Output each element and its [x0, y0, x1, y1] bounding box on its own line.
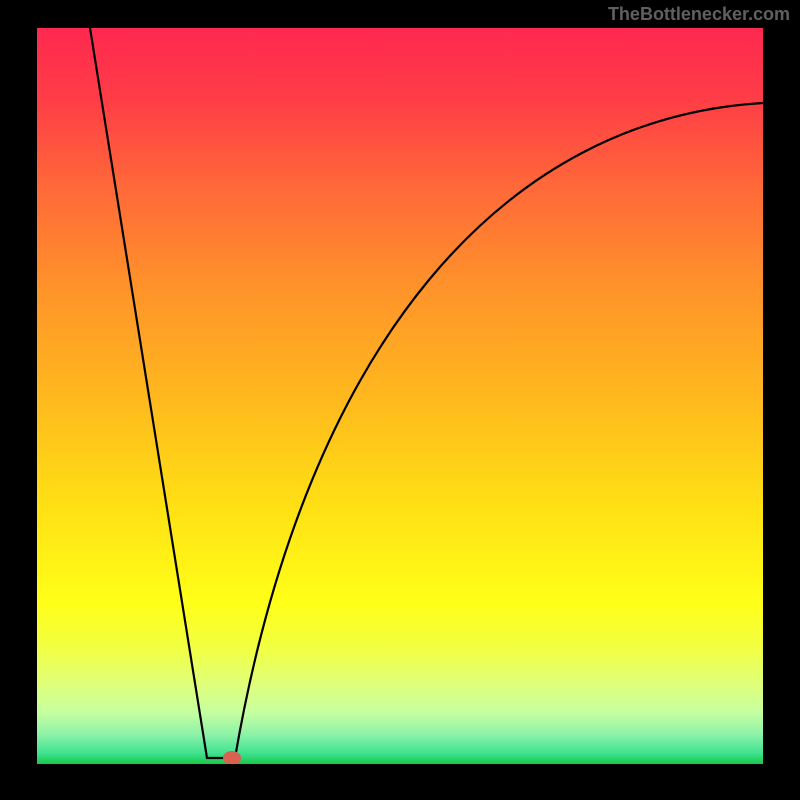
- curve-layer: [37, 28, 763, 764]
- bottleneck-curve: [90, 28, 763, 758]
- chart-container: TheBottlenecker.com: [0, 0, 800, 800]
- watermark-text: TheBottlenecker.com: [608, 4, 790, 25]
- optimum-marker: [223, 751, 241, 764]
- plot-area: [37, 28, 763, 764]
